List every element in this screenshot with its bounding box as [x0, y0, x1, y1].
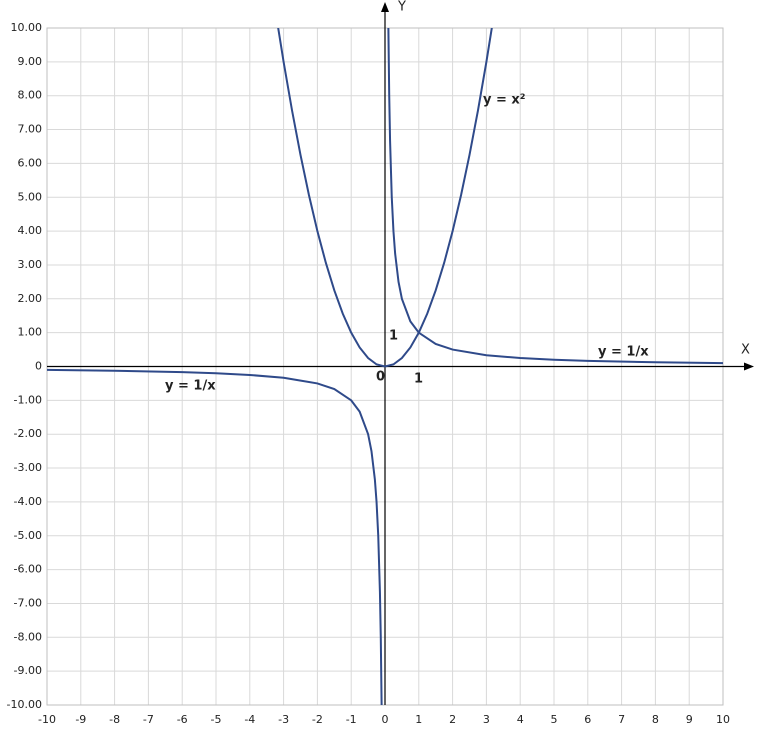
y-tick-label: 9.00 — [18, 55, 43, 68]
x-tick-label: -7 — [143, 713, 154, 726]
x-tick-label: -2 — [312, 713, 323, 726]
x-tick-label: -9 — [75, 713, 86, 726]
x-tick-label: 7 — [618, 713, 625, 726]
curve-label: y = 1/x — [165, 379, 216, 394]
y-tick-label: 5.00 — [18, 190, 43, 203]
curve-label: y = 1/x — [598, 345, 649, 360]
y-tick-label: -6.00 — [14, 563, 42, 576]
x-tick-label: -5 — [211, 713, 222, 726]
y-axis-arrow — [381, 2, 389, 12]
x-tick-label: 4 — [517, 713, 524, 726]
x-tick-label: 0 — [382, 713, 389, 726]
curve-label: y = x² — [483, 93, 526, 108]
y-tick-label: -5.00 — [14, 529, 42, 542]
y-tick-label: -7.00 — [14, 596, 42, 609]
y-tick-label: 1.00 — [18, 326, 43, 339]
origin-label: 0 — [376, 370, 385, 385]
x-tick-label: -10 — [38, 713, 56, 726]
x-tick-label: 8 — [652, 713, 659, 726]
x-unit-label: 1 — [414, 372, 423, 387]
y-tick-label: 3.00 — [18, 258, 43, 271]
y-tick-label: 2.00 — [18, 292, 43, 305]
x-tick-label: 3 — [483, 713, 490, 726]
x-tick-label: 10 — [716, 713, 730, 726]
y-tick-label: -2.00 — [14, 427, 42, 440]
y-tick-label: 8.00 — [18, 89, 43, 102]
x-tick-label: -8 — [109, 713, 120, 726]
x-tick-label: -4 — [244, 713, 255, 726]
x-tick-label: 2 — [449, 713, 456, 726]
y-tick-label: 7.00 — [18, 123, 43, 136]
y-tick-label: -9.00 — [14, 664, 42, 677]
y-tick-label: -8.00 — [14, 630, 42, 643]
x-tick-label: -6 — [177, 713, 188, 726]
x-tick-label: -1 — [346, 713, 357, 726]
y-unit-label: 1 — [389, 329, 398, 344]
y-tick-label: -1.00 — [14, 393, 42, 406]
y-tick-label: -4.00 — [14, 495, 42, 508]
y-axis-label: Y — [397, 0, 406, 15]
x-tick-label: 9 — [686, 713, 693, 726]
x-tick-label: 6 — [584, 713, 591, 726]
x-axis-label: X — [741, 343, 750, 358]
curve — [277, 28, 493, 368]
y-tick-label: 0 — [35, 360, 42, 373]
y-tick-label: 10.00 — [11, 21, 43, 34]
y-tick-label: -10.00 — [7, 698, 42, 711]
x-tick-label: 1 — [415, 713, 422, 726]
y-tick-label: 4.00 — [18, 224, 43, 237]
y-tick-label: -3.00 — [14, 461, 42, 474]
x-tick-label: 5 — [551, 713, 558, 726]
x-axis-arrow — [744, 362, 754, 371]
x-tick-label: -3 — [278, 713, 289, 726]
curve — [47, 28, 723, 705]
y-tick-label: 6.00 — [18, 156, 43, 169]
